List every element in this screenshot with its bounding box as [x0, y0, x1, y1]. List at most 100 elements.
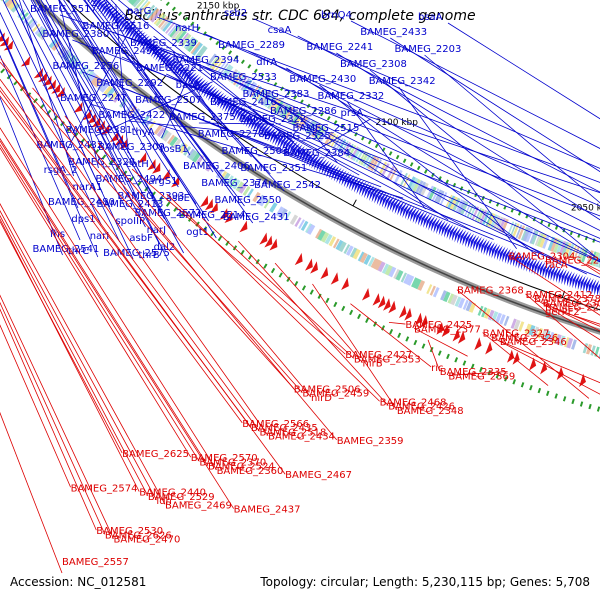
forward-leader-line [447, 22, 600, 120]
feature-band-inner [505, 316, 514, 328]
reverse-cds-arrow [161, 169, 170, 181]
gc-mark [446, 353, 450, 360]
forward-leader-line [205, 90, 471, 231]
forward-cds-arrow [366, 185, 375, 200]
forward-cds-arrow [459, 229, 467, 245]
reverse-cds-arrow [51, 83, 61, 94]
forward-leader-line [40, 0, 177, 237]
forward-cds-arrow [410, 207, 418, 222]
feature-band-inner [370, 257, 379, 269]
feature-band-inner [258, 195, 268, 207]
forward-cds-arrow [321, 160, 330, 175]
gc-mark [532, 216, 537, 222]
forward-gene-label: BAMEG_2430 [289, 74, 356, 85]
forward-gene-label: thrB [138, 250, 159, 261]
reverse-leader-line [0, 144, 200, 462]
gc-mark [554, 393, 558, 399]
forward-leader-line [91, 0, 254, 224]
forward-cds-arrow [575, 273, 581, 290]
forward-cds-arrow [564, 270, 570, 286]
forward-cds-arrow [126, 24, 137, 37]
reverse-gene-label: BAMEG_2327 [483, 329, 550, 340]
feature-band-outer [225, 67, 236, 81]
feature-band-inner [172, 138, 182, 149]
reverse-gene-label: ric [431, 363, 443, 374]
feature-band-outer [393, 169, 403, 184]
gc-mark [431, 172, 435, 178]
forward-cds-arrow [596, 283, 600, 297]
forward-gene-label: narH [175, 23, 199, 34]
forward-cds-arrow [454, 227, 461, 243]
feature-band-inner [521, 322, 529, 333]
forward-gene-label: fosB1 [160, 144, 188, 155]
forward-cds-arrow [296, 145, 305, 160]
forward-gene-label: BAMEG_2328 [68, 157, 135, 168]
forward-cds-arrow [423, 213, 430, 228]
feature-band-outer [435, 190, 445, 205]
feature-band-outer [567, 243, 575, 258]
backbone-edge [35, 0, 600, 333]
reverse-gene-label: BAMEG_2427 [345, 350, 412, 361]
feature-band-inner [457, 297, 466, 309]
forward-cds-arrow [467, 233, 475, 249]
forward-cds-arrow [494, 244, 501, 260]
reverse-gene-label: BAMEG_2326 [491, 333, 558, 344]
feature-band-inner [413, 278, 422, 290]
forward-cds-arrow [518, 253, 525, 269]
reverse-cds-arrow [20, 56, 31, 67]
forward-cds-arrow [404, 204, 413, 220]
gc-mark [437, 350, 442, 356]
feature-band-outer [235, 74, 246, 88]
gc-mark [221, 45, 226, 50]
feature-band-outer [433, 189, 442, 204]
reverse-leader-line [388, 321, 406, 325]
reverse-gene-label: BAMEG_2518 [259, 427, 326, 438]
forward-gene-label: cotH [126, 159, 149, 170]
forward-cds-arrow [369, 186, 377, 201]
forward-cds-arrow [286, 139, 296, 154]
feature-band-inner [45, 35, 56, 46]
forward-cds-arrow [358, 181, 367, 196]
gc-mark [240, 249, 245, 256]
forward-gene-label: BAMEG_2380 [42, 29, 109, 40]
feature-band-outer [427, 186, 437, 201]
feature-band-inner [345, 245, 354, 256]
reverse-leader-line [525, 293, 600, 359]
forward-gene-label: ogt1 [186, 227, 209, 238]
forward-gene-label: BAMEG_2374 [201, 178, 268, 189]
forward-cds-arrow [200, 82, 211, 96]
forward-cds-arrow [529, 257, 535, 273]
reverse-leader-line [508, 255, 600, 316]
reverse-cds-arrow [341, 277, 349, 291]
feature-band-inner [310, 226, 319, 237]
gc-mark [299, 99, 304, 104]
feature-band-outer [342, 141, 352, 156]
feature-band-inner [381, 263, 390, 274]
forward-cds-arrow [224, 99, 234, 113]
feature-band-inner [524, 323, 532, 335]
gc-mark [247, 254, 253, 260]
reverse-leader-line [237, 240, 389, 406]
forward-cds-arrow [281, 136, 291, 151]
gc-mark [397, 332, 402, 339]
gc-mark [333, 301, 338, 308]
feature-band-inner [359, 252, 368, 264]
gc-mark [357, 313, 362, 320]
feature-band-inner [429, 285, 436, 296]
forward-gene-label: BAMEG_2394 [173, 55, 240, 66]
feature-band-outer [530, 230, 539, 245]
feature-band-inner [119, 98, 128, 108]
gc-mark [409, 162, 414, 167]
forward-leader-line [110, 0, 285, 192]
feature-band-inner [513, 319, 521, 331]
feature-band-inner [328, 236, 337, 247]
feature-band-outer [283, 106, 294, 121]
reverse-leader-line [0, 214, 149, 496]
feature-band-outer [539, 233, 547, 248]
feature-band-outer [337, 139, 347, 153]
reverse-leader-line [0, 147, 192, 458]
forward-leader-line [198, 122, 274, 125]
forward-gene-label: BAMEG_2383 [243, 89, 310, 100]
reverse-gene-label: BAMEG_2506 [294, 384, 361, 395]
forward-cds-arrow [166, 56, 177, 70]
